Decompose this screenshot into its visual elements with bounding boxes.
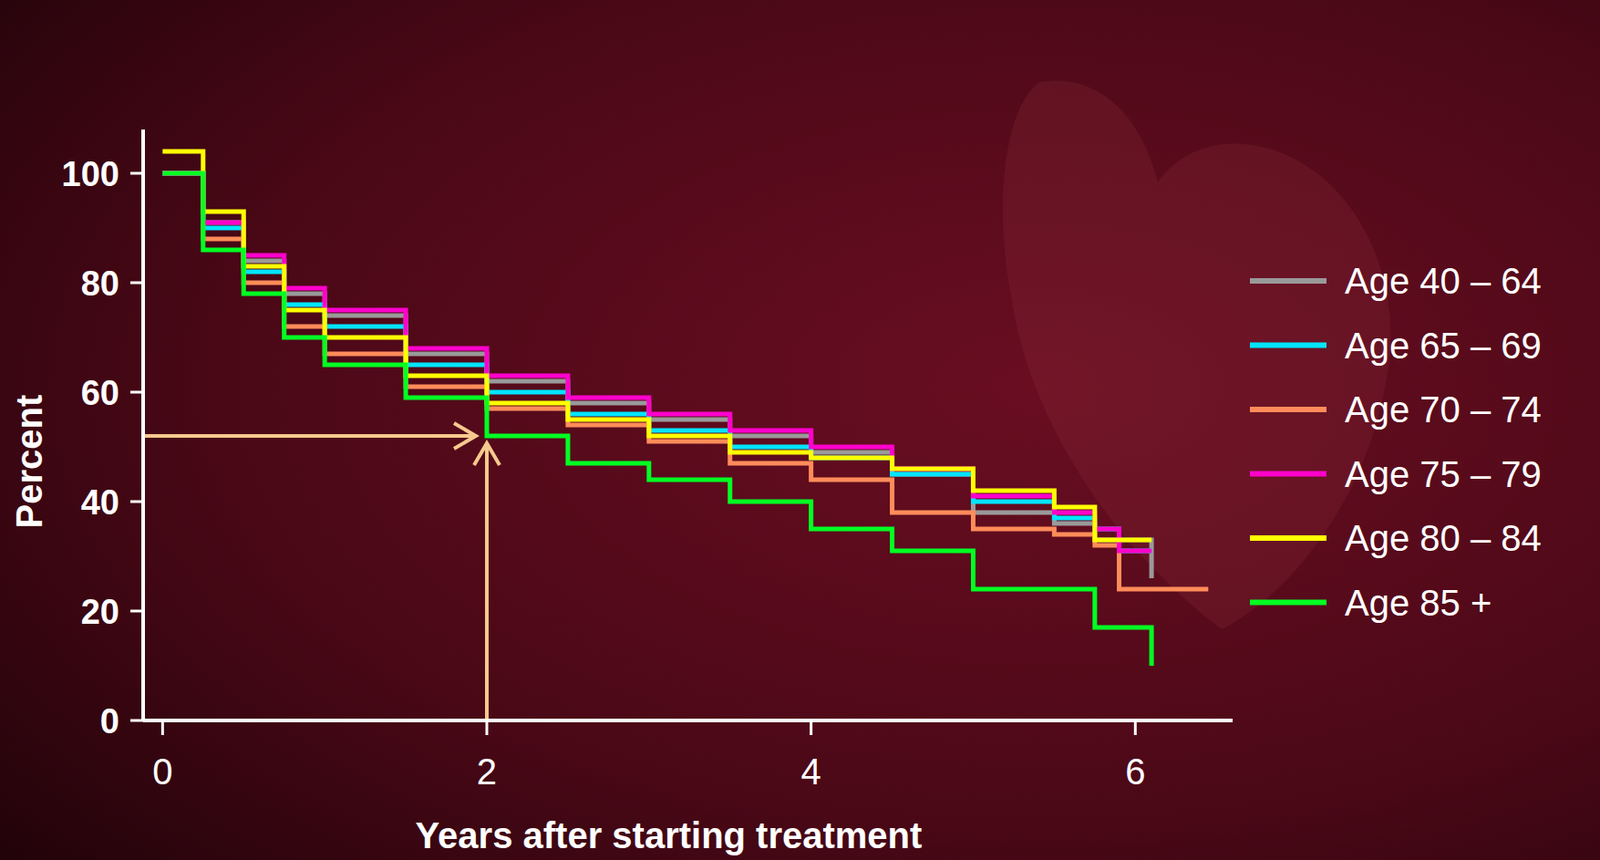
x-tick	[809, 720, 813, 735]
annotation-arrow-vertical	[485, 443, 489, 719]
x-axis-line	[143, 718, 1233, 723]
y-tick-label: 80	[81, 264, 120, 303]
x-tick	[161, 720, 165, 735]
survival-curve	[162, 173, 1152, 666]
plot-area	[162, 151, 1208, 666]
heart-decoration	[1002, 80, 1391, 630]
y-tick	[130, 500, 144, 504]
y-tick-label: 100	[61, 154, 120, 194]
legend-label: Age 75 – 79	[1344, 454, 1542, 495]
y-tick-label: 40	[81, 483, 120, 522]
y-tick	[130, 172, 144, 176]
legend-swatch	[1249, 471, 1327, 477]
survival-curve	[162, 173, 1208, 589]
legend-swatch	[1249, 406, 1327, 413]
survival-curve	[162, 173, 1152, 551]
arrow-head	[474, 443, 500, 465]
y-tick	[130, 281, 144, 285]
axes: 0 20 40 60 80 100 0 2 4 6	[61, 129, 1233, 792]
y-axis-line	[141, 129, 145, 721]
survival-curve	[162, 173, 1152, 551]
legend-swatch	[1249, 342, 1327, 349]
y-tick	[130, 719, 144, 723]
survival-curve	[162, 173, 1152, 579]
x-tick	[1134, 720, 1137, 735]
annotation-arrow-horizontal	[144, 433, 476, 438]
legend-swatch	[1249, 535, 1327, 541]
annotations	[144, 423, 500, 719]
x-axis-title: Years after starting treatment	[415, 815, 923, 856]
x-tick-label: 0	[152, 751, 173, 792]
legend-label: Age 70 – 74	[1344, 389, 1542, 430]
legend-label: Age 40 – 64	[1344, 260, 1542, 301]
y-tick-label: 0	[100, 701, 120, 741]
y-tick	[130, 391, 144, 394]
x-tick	[485, 720, 488, 735]
x-tick-label: 2	[476, 751, 497, 792]
legend-swatch	[1249, 599, 1327, 606]
legend: Age 40 – 64 Age 65 – 69 Age 70 – 74 Age 75 …	[1249, 260, 1542, 623]
legend-label: Age 80 – 84	[1344, 517, 1542, 558]
legend-label: Age 65 – 69	[1344, 325, 1542, 366]
y-axis-title: Percent	[9, 394, 50, 529]
x-tick-label: 6	[1125, 751, 1146, 792]
legend-swatch	[1249, 278, 1327, 284]
chart: 0 20 40 60 80 100 0 2 4 6 Years after starting tre…	[0, 0, 1600, 860]
y-tick-label: 20	[81, 592, 120, 631]
x-tick-label: 4	[801, 751, 822, 792]
legend-label: Age 85 +	[1344, 582, 1492, 623]
y-tick	[130, 609, 144, 613]
background	[0, 0, 1600, 860]
arrow-head	[454, 423, 476, 449]
y-tick-label: 60	[81, 373, 120, 413]
